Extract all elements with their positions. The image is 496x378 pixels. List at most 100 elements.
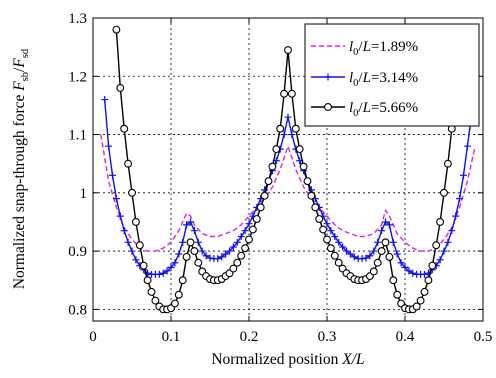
data-point [260,191,269,200]
data-point [393,290,402,299]
data-point [315,215,324,223]
data-point [428,261,437,270]
data-point [366,252,374,260]
data-point [420,287,429,296]
data-point [248,225,257,234]
data-point [421,270,428,278]
data-point [229,243,237,251]
series-3 [112,25,460,314]
data-point [389,276,398,285]
data-point [178,276,187,285]
data-point [330,251,339,260]
data-point [218,253,226,261]
data-point [229,264,238,273]
data-point [174,290,183,299]
tick-labels: 0 0.1 0.2 0.3 0.4 0.5 0.8 0.9 1 1.1 1.2 1.3 [68,11,492,345]
data-point [284,46,292,54]
x-tick-label: 0 [89,329,97,345]
legend-label: l0/L=3.14% [349,70,418,89]
data-point [120,227,128,235]
data-point [463,142,471,150]
data-point [381,238,390,247]
data-point [128,188,136,197]
data-point [432,241,441,250]
data-point [374,238,382,246]
y-axis-title-var2: F [11,58,28,69]
data-point [339,243,347,251]
legend-marker [324,103,332,111]
data-point [241,227,249,235]
data-point [124,238,132,246]
data-point [401,263,409,271]
legend-entry-1: l0/L=1.89% [311,39,418,58]
data-point [303,177,312,186]
data-point [237,233,245,241]
data-point [190,247,199,256]
data-point [378,227,386,235]
x-axis-title-var: X/L [341,351,364,368]
ticks [92,17,484,321]
data-point [171,259,179,267]
data-point [385,221,393,229]
data-point [151,296,160,305]
data-point [179,238,187,246]
data-point [280,131,288,139]
data-point [319,225,328,234]
y-axis-title-slash: / [11,67,28,72]
x-tick-label: 0.4 [396,329,415,345]
data-point [331,233,339,241]
data-point [190,227,198,235]
series-2 [101,96,475,278]
data-point [167,263,175,271]
data-point [163,267,171,275]
legend-box [304,23,480,127]
data-point [131,217,140,226]
data-point [280,89,289,98]
data-point [416,296,425,305]
data-point [170,299,179,308]
data-point [440,247,448,255]
data-point [198,247,206,255]
data-point [124,159,133,168]
y-axis-title: Normalized snap-through force Fsb/Fsd [11,48,31,289]
data-point [187,218,194,226]
data-point [323,220,331,228]
y-axis-title-sub1: sb [20,72,31,81]
y-tick-label: 0.8 [68,302,87,318]
data-point [194,258,203,267]
series-layer [100,25,476,314]
data-point [268,162,277,171]
data-point [233,258,242,267]
y-axis-title-sub2: sd [20,48,31,58]
data-point [307,191,316,200]
data-point [424,276,433,285]
data-point [377,247,386,256]
data-point [443,159,452,168]
data-point [326,244,335,253]
legend-entry-2: l0/L=3.14% [311,70,418,89]
data-point [299,162,308,171]
data-point [288,131,296,139]
data-point [256,203,265,212]
data-point [382,218,389,226]
x-tick-label: 0.1 [162,329,181,345]
data-point [284,113,292,121]
data-point [460,171,467,179]
y-axis-title-main: Normalized snap-through force [11,91,28,289]
series-line-1 [100,134,476,252]
data-point [272,145,281,154]
data-point [370,247,378,255]
y-tick-label: 1 [80,186,88,202]
y-tick-label: 1.1 [68,128,87,144]
data-point [335,238,343,246]
data-point [412,302,421,311]
data-point [194,238,202,246]
data-point [287,89,296,98]
plot-frame [92,17,484,322]
data-point [135,241,144,250]
data-point [128,247,136,255]
data-point [440,188,448,197]
data-point [237,251,246,260]
x-tick-label: 0.5 [474,329,493,345]
data-point [202,252,210,260]
